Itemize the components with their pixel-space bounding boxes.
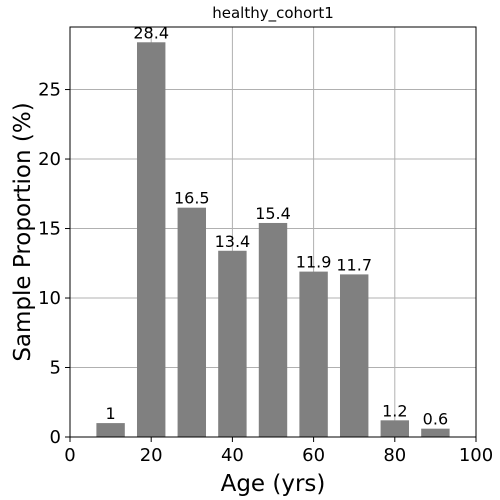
y-tick-label: 25 [38,80,61,101]
chart-title: healthy_cohort1 [212,4,334,23]
x-tick-label: 100 [459,445,493,466]
data-labels: 1 28.4 16.5 13.415.4 11.9 11.7 1.2 0.6 [106,23,449,428]
bar [96,423,125,437]
bar [380,420,410,437]
bar [339,274,369,437]
bar-value-label: 16.5 [174,189,210,208]
bar [299,271,328,437]
bar-value-label: 11.7 [336,255,372,274]
x-tick-label: 20 [140,445,163,466]
bar-value-label: 1.2 [382,401,407,420]
bar-value-label: 0.6 [423,410,448,429]
y-tick-label: 5 [50,358,61,379]
bar-value-label: 13.4 [215,232,251,251]
bar-value-label: 28.4 [133,23,169,42]
y-tick-label: 20 [38,149,61,170]
x-tick-label: 80 [383,445,406,466]
plot-frame [69,26,477,438]
bar [218,250,247,437]
y-axis: 0 5 10 15 20 25 [38,80,70,448]
y-tick-label: 15 [38,219,61,240]
y-tick-label: 0 [50,427,61,448]
x-axis-label: Age (yrs) [221,471,326,497]
y-axis-label: Sample Proportion (%) [10,102,36,361]
x-tick-label: 0 [64,445,75,466]
y-tick-label: 10 [38,288,61,309]
x-tick-label: 60 [302,445,325,466]
bar-value-label: 1 [106,404,116,423]
bar [177,207,207,437]
bars [96,42,450,437]
bar [421,428,450,437]
bar-value-label: 15.4 [255,204,291,223]
x-tick-label: 40 [221,445,244,466]
x-axis: 0 20 40 60 80 100 [64,437,493,466]
bar [258,222,288,437]
bar [136,42,166,437]
bar-value-label: 11.9 [296,253,332,272]
